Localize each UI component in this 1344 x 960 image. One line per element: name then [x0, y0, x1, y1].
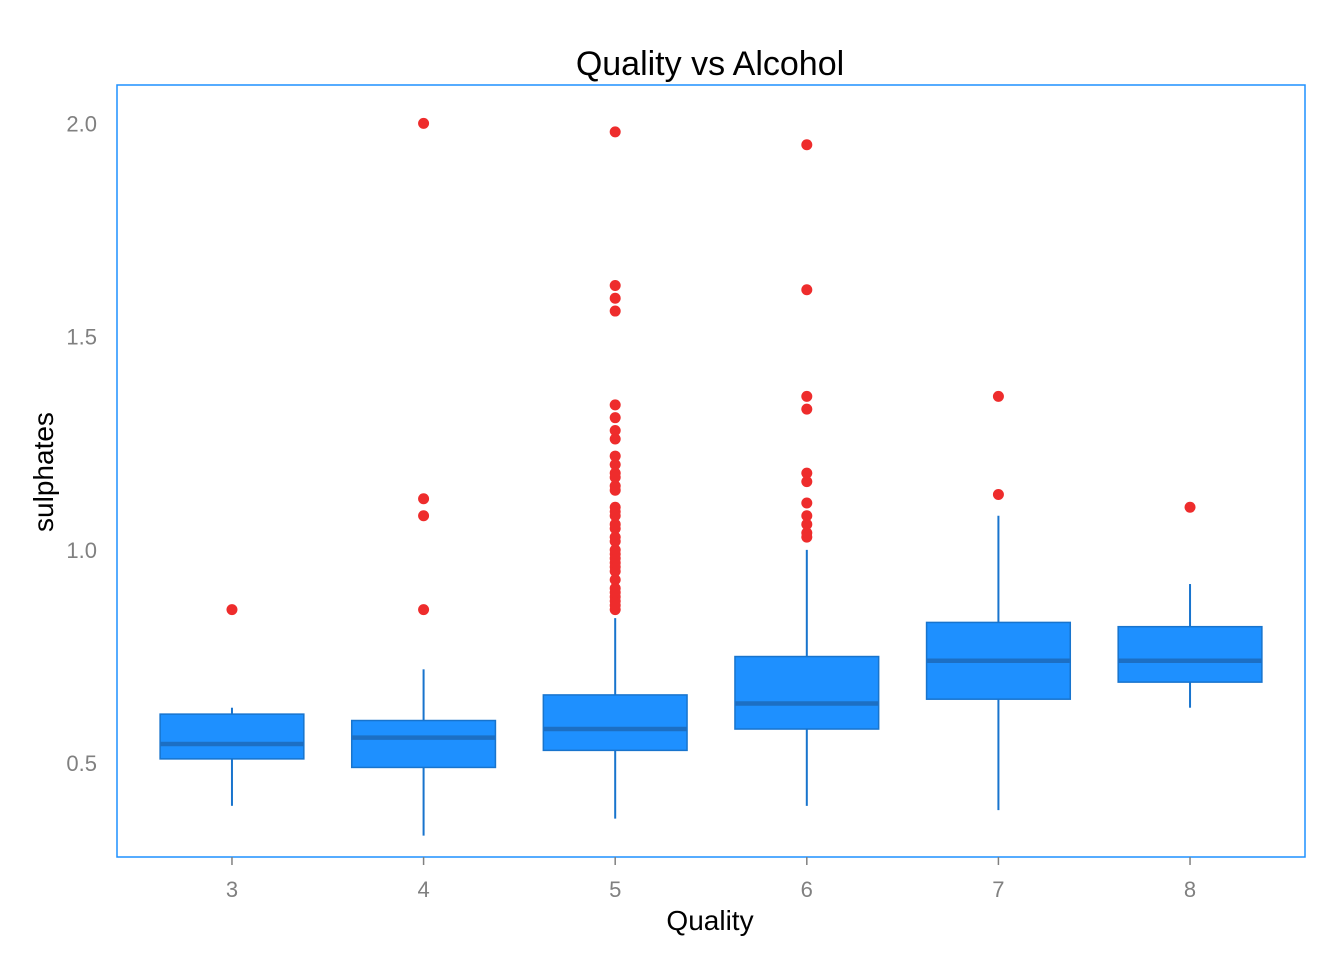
box-group-3 [159, 604, 305, 806]
box-iqr [350, 719, 497, 769]
outlier-point [609, 126, 621, 138]
x-tick-label: 4 [417, 877, 429, 902]
box-iqr [734, 655, 880, 730]
box-group-7 [925, 390, 1072, 811]
outlier-point [609, 424, 621, 436]
outlier-point [801, 510, 813, 522]
outlier-point [801, 527, 813, 539]
x-tick-label: 3 [226, 877, 238, 902]
outlier-point [609, 582, 621, 594]
outlier-point [801, 518, 813, 530]
outlier-point [609, 279, 621, 291]
y-tick-label: 1.5 [66, 325, 97, 350]
outlier-point [801, 403, 813, 415]
outlier-point [801, 497, 813, 509]
x-axis: 3 4 5 6 7 8 [226, 857, 1196, 902]
outlier-point [418, 510, 430, 522]
box-group-4 [350, 117, 497, 836]
outlier-point [609, 574, 621, 586]
box-group-5 [542, 126, 688, 819]
outlier-point [801, 467, 813, 479]
x-axis-label: Quality [666, 905, 753, 936]
outlier-point [609, 518, 621, 530]
outlier-point [609, 459, 621, 471]
box-iqr [1117, 625, 1263, 683]
box-iqr [159, 713, 305, 760]
outlier-point [609, 292, 621, 304]
outlier-point [801, 139, 813, 151]
outlier-point [609, 531, 621, 543]
x-tick-label: 5 [609, 877, 621, 902]
outlier-point [609, 412, 621, 424]
outlier-point [801, 284, 813, 296]
outlier-point [418, 493, 430, 505]
box-group-8 [1117, 501, 1263, 708]
y-tick-label: 0.5 [66, 751, 97, 776]
outlier-point [418, 117, 430, 129]
x-tick-label: 7 [992, 877, 1004, 902]
outlier-point [609, 467, 621, 479]
y-tick-label: 2.0 [66, 111, 97, 136]
box-series [159, 117, 1263, 836]
x-tick-label: 6 [801, 877, 813, 902]
y-tick-label: 1.0 [66, 538, 97, 563]
outlier-point [609, 544, 621, 556]
outlier-point [992, 390, 1004, 402]
outlier-point [226, 604, 238, 616]
outlier-point [609, 433, 621, 445]
outlier-point [801, 476, 813, 488]
outlier-point [1184, 501, 1196, 513]
chart-title: Quality vs Alcohol [576, 45, 844, 83]
y-axis: 0.5 1.0 1.5 2.0 [66, 111, 97, 776]
outlier-point [609, 399, 621, 411]
plot-panel [116, 84, 1306, 858]
y-axis-label: sulphates [28, 412, 59, 532]
outlier-point [992, 488, 1004, 500]
x-tick-label: 8 [1184, 877, 1196, 902]
outlier-point [609, 305, 621, 317]
outlier-point [609, 450, 621, 462]
outlier-point [418, 604, 430, 616]
box-group-6 [734, 139, 880, 806]
outlier-point [609, 480, 621, 492]
outlier-point [609, 501, 621, 513]
box-iqr [542, 694, 688, 752]
outlier-point [801, 390, 813, 402]
